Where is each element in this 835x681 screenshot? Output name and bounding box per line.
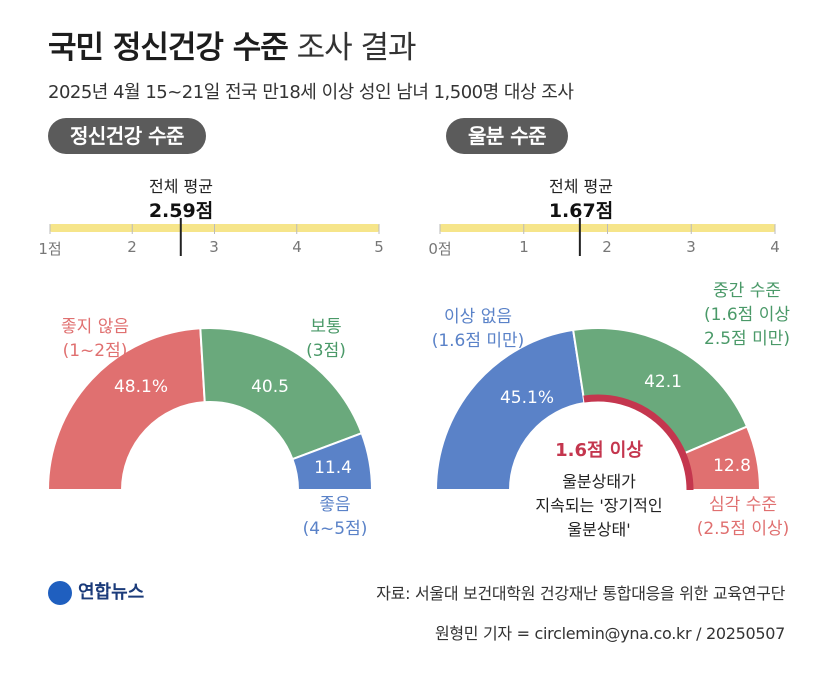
donut-slice [46, 327, 206, 491]
left-average-label: 전체 평균 [149, 177, 213, 196]
donut-slice [199, 327, 364, 461]
left-scale-tick: 1점 [38, 240, 62, 258]
highlight-arc [583, 394, 694, 491]
donut-slice [572, 327, 749, 457]
right-label-none: 이상 없음 (1.6점 미만) [432, 305, 525, 353]
left-value-bad: 48.1% [113, 377, 169, 397]
left-label-bad-range: (1~2점) [62, 341, 128, 361]
left-label-normal-range: (3점) [306, 341, 346, 361]
left-scale-tick: 5 [374, 238, 384, 256]
donut-slice [291, 431, 374, 491]
page-title: 국민 정신건강 수준 조사 결과 [48, 22, 417, 67]
right-label-none-name: 이상 없음 [444, 307, 512, 327]
left-label-normal: 보통 (3점) [306, 315, 346, 363]
left-scale-tick: 3 [209, 238, 219, 256]
right-value-none: 45.1% [499, 388, 555, 408]
right-scale-tick: 0점 [428, 240, 452, 258]
left-value-normal: 40.5 [251, 377, 289, 397]
left-average-value: 2.59점 [148, 200, 214, 222]
right-label-none-range: (1.6점 미만) [431, 331, 525, 351]
left-scale-tick: 4 [292, 238, 302, 256]
right-label-severe-range: (2.5점 이상) [696, 519, 790, 539]
right-scale-tick: 3 [686, 238, 696, 256]
right-label-middle: 중간 수준 (1.6점 이상 2.5점 미만) [704, 279, 790, 351]
left-value-good: 11.4 [314, 458, 352, 478]
left-label-good: 좋음 (4~5점) [303, 493, 368, 541]
left-label-bad-name: 좋지 않음 [61, 317, 129, 337]
right-value-middle: 42.1 [644, 372, 682, 392]
section-pill-mental-health: 정신건강 수준 [48, 118, 206, 154]
logo-text: 연합뉴스 [78, 582, 145, 603]
left-label-good-range: (4~5점) [302, 519, 368, 539]
right-label-middle-range: (1.6점 이상 2.5점 미만) [704, 305, 790, 349]
page-subtitle: 2025년 4월 15~21일 전국 만18세 이상 성인 남녀 1,500명 … [48, 82, 574, 103]
donut-slice [677, 425, 762, 491]
title-bold: 국민 정신건강 수준 [48, 30, 289, 66]
title-light: 조사 결과 [296, 30, 417, 66]
right-label-middle-name: 중간 수준 [713, 281, 781, 301]
left-label-normal-name: 보통 [310, 317, 342, 337]
credit-line: 원형민 기자 = circlemin@yna.co.kr / 20250507 [434, 624, 785, 643]
right-label-severe: 심각 수준 (2.5점 이상) [697, 493, 790, 541]
highlight-title: 1.6점 이상 [555, 440, 643, 461]
source-note: 자료: 서울대 보건대학원 건강재난 통합대응을 위한 교육연구단 [376, 584, 785, 603]
donut-slice [434, 328, 586, 491]
right-label-severe-name: 심각 수준 [709, 495, 777, 515]
right-average-value: 1.67점 [548, 200, 614, 222]
yonhap-logo: 연합뉴스 [48, 578, 144, 605]
right-average-label: 전체 평균 [549, 177, 613, 196]
right-scale-tick: 4 [770, 238, 780, 256]
yonhap-logo-icon [48, 581, 72, 605]
left-label-good-name: 좋음 [319, 495, 351, 515]
left-label-bad: 좋지 않음 (1~2점) [61, 315, 129, 363]
right-scale-tick: 2 [602, 238, 612, 256]
section-pill-resentment: 울분 수준 [446, 118, 569, 154]
right-value-severe: 12.8 [713, 456, 751, 476]
left-scale-tick: 2 [127, 238, 137, 256]
highlight-text: 울분상태가 지속되는 '장기적인 울분상태' [535, 472, 663, 539]
right-scale-tick: 1 [519, 238, 529, 256]
